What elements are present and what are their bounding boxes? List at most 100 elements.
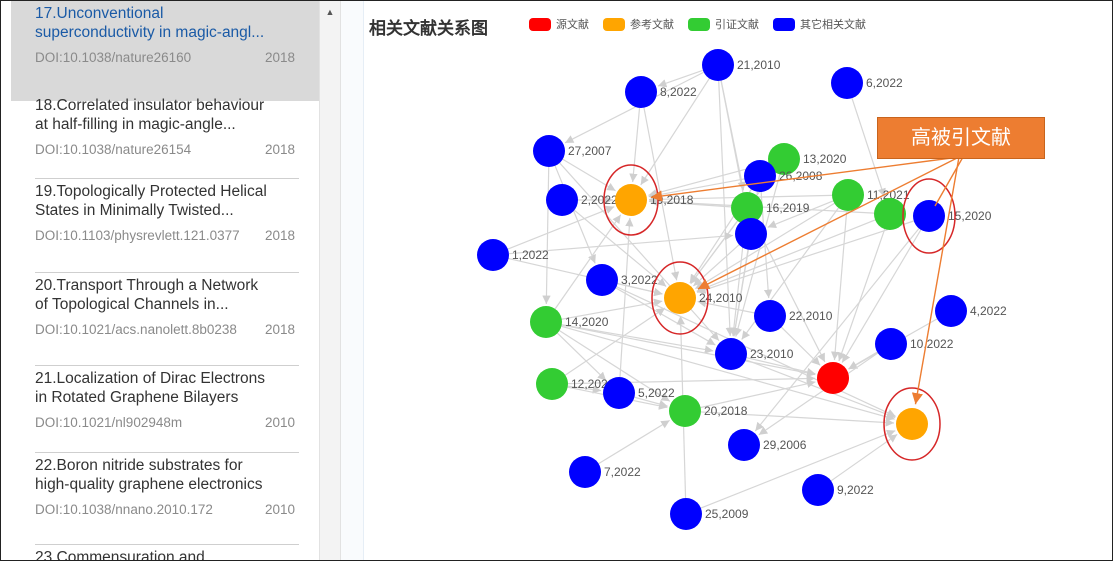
graph-node-label: 3,2022 [621, 273, 658, 287]
graph-node[interactable] [715, 338, 747, 370]
graph-node[interactable] [603, 377, 635, 409]
graph-edge [837, 228, 886, 362]
graph-node[interactable] [664, 282, 696, 314]
legend-label: 引证文献 [715, 19, 759, 31]
item-doi[interactable]: DOI:10.1103/physrevlett.121.0377 [35, 228, 240, 243]
graph-title: 相关文献关系图 [369, 19, 488, 38]
list-item[interactable]: 21.Localization of Dirac Electrons in Rot… [11, 366, 319, 453]
legend-item[interactable]: 引证文献 [688, 16, 759, 32]
list-separator [35, 544, 299, 545]
graph-edge [657, 69, 704, 88]
item-title: 21.Localization of Dirac Electrons in Rot… [35, 369, 295, 407]
item-title-line: 17.Unconventional [35, 5, 164, 22]
item-title-line: in Rotated Graphene Bilayers [35, 389, 239, 406]
graph-node[interactable] [874, 198, 906, 230]
scroll-up-arrow-icon[interactable]: ▲ [325, 7, 335, 17]
graph-node[interactable] [735, 218, 767, 250]
graph-edge [753, 222, 826, 363]
legend-item[interactable]: 其它相关文献 [773, 16, 866, 32]
graph-node[interactable] [731, 192, 763, 224]
list-item[interactable]: 23.Commensuration and [11, 545, 319, 560]
item-year: 2018 [264, 228, 295, 243]
graph-panel: 21,2010 8,2022 6,2022 27,2007 13,2020 26,2008… [363, 1, 1112, 560]
graph-node[interactable] [625, 76, 657, 108]
list-item[interactable]: 18.Correlated insulator behaviour at half… [11, 93, 319, 179]
graph-node[interactable] [817, 362, 849, 394]
legend-item[interactable]: 源文献 [529, 16, 589, 32]
graph-node[interactable] [615, 184, 647, 216]
legend-label: 其它相关文献 [800, 19, 866, 31]
callout-arrows [650, 156, 964, 405]
item-title-line: 18.Correlated insulator behaviour [35, 97, 265, 114]
graph-edge [754, 228, 920, 432]
item-doi[interactable]: DOI:10.1038/nnano.2010.172 [35, 502, 213, 517]
graph-node[interactable] [670, 498, 702, 530]
graph-node[interactable] [744, 160, 776, 192]
item-doi[interactable]: DOI:10.1038/nature26160 [35, 50, 192, 65]
list-item[interactable]: 22.Boron nitride substrates for high-qual… [11, 453, 319, 545]
graph-node[interactable] [802, 474, 834, 506]
graph-node-label: 1,2022 [512, 248, 549, 262]
graph-edge [573, 209, 667, 287]
graph-edges [507, 69, 938, 509]
graph-node[interactable] [669, 395, 701, 427]
graph-node[interactable] [875, 328, 907, 360]
list-separator [35, 365, 299, 366]
item-title: 18.Correlated insulator behaviour at half… [35, 96, 295, 134]
graph-node[interactable] [702, 49, 734, 81]
graph-node-label: 12,2020 [571, 377, 615, 391]
list-item[interactable]: 20.Transport Through a Network of Topolog… [11, 273, 319, 366]
highlight-ellipse [883, 387, 941, 461]
list-scrollbar[interactable]: ▲ [319, 1, 341, 560]
item-title-line: 20.Transport Through a Network [35, 277, 259, 294]
graph-edge [508, 231, 734, 255]
item-doi[interactable]: DOI:10.1021/acs.nanolett.8b0238 [35, 322, 237, 337]
item-year: 2010 [264, 415, 295, 430]
graph-node-label: 2,2022 [581, 193, 618, 207]
graph-node-label: 4,2022 [970, 304, 1007, 318]
item-title: 22.Boron nitride substrates for high-qual… [35, 456, 295, 494]
list-item[interactable]: 19.Topologically Protected Helical States… [11, 179, 319, 273]
graph-node[interactable] [728, 429, 760, 461]
graph-node[interactable] [477, 239, 509, 271]
graph-node-label: 10,2022 [910, 337, 954, 351]
graph-edge [507, 205, 615, 250]
item-doi[interactable]: DOI:10.1021/nl902948m [35, 415, 183, 430]
graph-node[interactable] [913, 200, 945, 232]
list-separator [35, 178, 299, 179]
item-title: 19.Topologically Protected Helical States… [35, 182, 295, 220]
graph-node[interactable] [530, 306, 562, 338]
graph-node[interactable] [896, 408, 928, 440]
citation-graph[interactable]: 21,20108,20226,202227,200713,202026,2008… [363, 1, 1112, 560]
graph-edge [559, 330, 671, 402]
item-year: 2010 [264, 502, 295, 517]
graph-node[interactable] [536, 368, 568, 400]
item-year: 2018 [264, 322, 295, 337]
graph-node-label: 22,2010 [789, 309, 833, 323]
graph-node-label: 24,2010 [699, 291, 743, 305]
graph-node-label: 23,2010 [750, 347, 794, 361]
graph-edge [720, 80, 746, 191]
legend-item[interactable]: 参考文献 [603, 16, 674, 32]
graph-edge [619, 217, 634, 378]
graph-edge [564, 71, 705, 144]
graph-edge [851, 98, 886, 198]
graph-node[interactable] [832, 179, 864, 211]
graph-node[interactable] [768, 143, 800, 175]
list-item[interactable]: 17.Unconventional superconductivity in ma… [11, 1, 319, 101]
item-meta: DOI:10.1103/physrevlett.121.0377 2018 [35, 228, 295, 243]
graph-node[interactable] [546, 184, 578, 216]
graph-edge [746, 357, 816, 377]
graph-node[interactable] [569, 456, 601, 488]
graph-node[interactable] [533, 135, 565, 167]
item-doi[interactable]: DOI:10.1038/nature26154 [35, 142, 192, 157]
graph-node[interactable] [935, 295, 967, 327]
graph-node[interactable] [586, 264, 618, 296]
graph-node-label: 27,2007 [568, 144, 612, 158]
graph-edge [648, 178, 745, 200]
graph-node[interactable] [831, 67, 863, 99]
graph-legend: 源文献 参考文献 引证文献 其它相关文献 [529, 16, 866, 32]
graph-node[interactable] [754, 300, 786, 332]
graph-node-label: 9,2022 [837, 483, 874, 497]
